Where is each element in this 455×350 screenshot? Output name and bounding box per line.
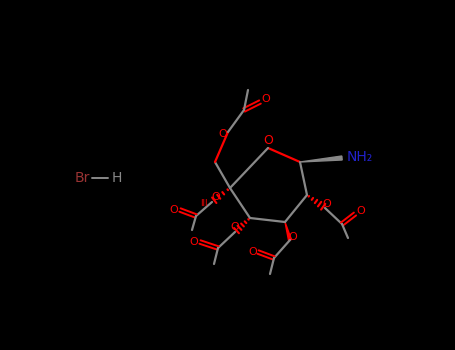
Text: O: O <box>212 192 220 202</box>
Text: O: O <box>248 247 258 257</box>
Text: O: O <box>288 232 298 242</box>
Text: Br: Br <box>74 171 90 185</box>
Polygon shape <box>285 222 292 240</box>
Text: O: O <box>263 134 273 147</box>
Text: O: O <box>190 237 198 247</box>
Text: III: III <box>200 199 208 209</box>
Text: O: O <box>357 206 365 216</box>
Text: O: O <box>323 199 331 209</box>
Text: H: H <box>112 171 122 185</box>
Text: O: O <box>170 205 178 215</box>
Text: O: O <box>231 222 239 232</box>
Text: O: O <box>262 94 270 104</box>
Polygon shape <box>300 156 342 162</box>
Text: NH₂: NH₂ <box>347 150 373 164</box>
Text: O: O <box>218 129 228 139</box>
